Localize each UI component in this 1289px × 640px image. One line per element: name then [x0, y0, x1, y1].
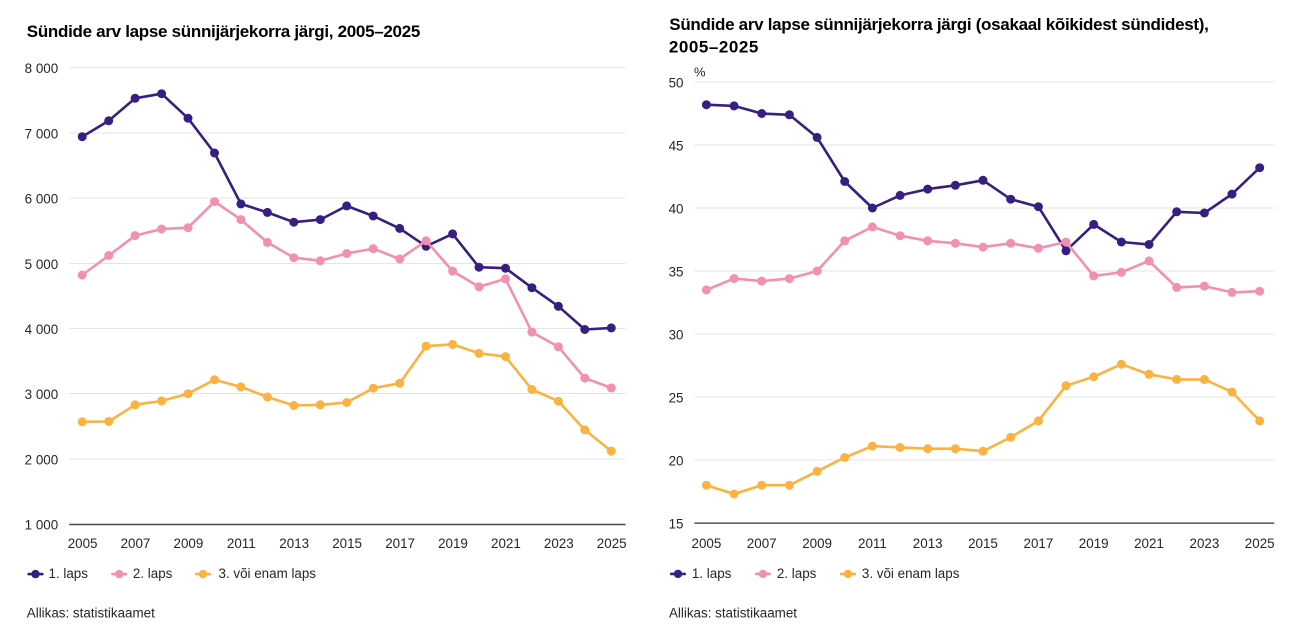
svg-text:7 000: 7 000: [25, 126, 59, 141]
svg-text:5 000: 5 000: [25, 257, 59, 272]
svg-text:2017: 2017: [385, 536, 415, 551]
svg-text:2015: 2015: [968, 536, 998, 551]
svg-text:2025: 2025: [1245, 536, 1275, 551]
svg-text:2025: 2025: [597, 536, 627, 551]
svg-text:30: 30: [669, 327, 684, 342]
svg-text:2011: 2011: [227, 536, 256, 551]
svg-text:1. laps: 1. laps: [692, 566, 732, 581]
svg-text:25: 25: [669, 390, 684, 405]
svg-text:3. või enam laps: 3. või enam laps: [862, 566, 960, 581]
svg-text:%: %: [694, 65, 706, 80]
svg-text:2005: 2005: [692, 536, 722, 551]
svg-text:2023: 2023: [544, 536, 574, 551]
svg-text:2017: 2017: [1024, 536, 1054, 551]
svg-text:2007: 2007: [121, 536, 151, 551]
svg-text:2019: 2019: [1079, 536, 1109, 551]
svg-text:2021: 2021: [491, 536, 521, 551]
svg-text:2023: 2023: [1190, 536, 1220, 551]
svg-text:40: 40: [669, 201, 684, 216]
svg-text:50: 50: [669, 75, 684, 90]
svg-text:1. laps: 1. laps: [49, 566, 89, 581]
svg-text:2005: 2005: [68, 536, 98, 551]
svg-text:20: 20: [669, 453, 684, 468]
svg-text:2005–2025: 2005–2025: [669, 38, 759, 57]
svg-text:2021: 2021: [1134, 536, 1164, 551]
svg-text:2007: 2007: [747, 536, 777, 551]
svg-text:3 000: 3 000: [25, 387, 59, 402]
svg-text:2013: 2013: [913, 536, 943, 551]
svg-text:45: 45: [669, 138, 684, 153]
svg-text:2019: 2019: [438, 536, 468, 551]
svg-text:Allikas: statistikaamet: Allikas: statistikaamet: [669, 606, 797, 621]
svg-text:2011: 2011: [858, 536, 887, 551]
svg-text:4 000: 4 000: [25, 322, 59, 337]
svg-text:2009: 2009: [174, 536, 204, 551]
svg-text:2015: 2015: [332, 536, 362, 551]
svg-text:2 000: 2 000: [25, 453, 59, 468]
svg-text:1 000: 1 000: [25, 518, 59, 533]
svg-text:6 000: 6 000: [25, 192, 59, 207]
svg-text:8 000: 8 000: [25, 61, 59, 76]
svg-text:35: 35: [669, 264, 684, 279]
svg-text:Sündide arv lapse sünnijärjeko: Sündide arv lapse sünnijärjekorra järgi …: [669, 15, 1208, 34]
svg-text:Allikas: statistikaamet: Allikas: statistikaamet: [27, 606, 155, 621]
svg-text:2. laps: 2. laps: [777, 566, 817, 581]
svg-text:2009: 2009: [802, 536, 832, 551]
svg-text:2. laps: 2. laps: [133, 566, 173, 581]
svg-text:3. või enam laps: 3. või enam laps: [219, 566, 317, 581]
svg-text:Sündide arv lapse sünnijärjeko: Sündide arv lapse sünnijärjekorra järgi,…: [27, 22, 420, 41]
svg-text:15: 15: [669, 516, 684, 531]
svg-text:2013: 2013: [279, 536, 309, 551]
